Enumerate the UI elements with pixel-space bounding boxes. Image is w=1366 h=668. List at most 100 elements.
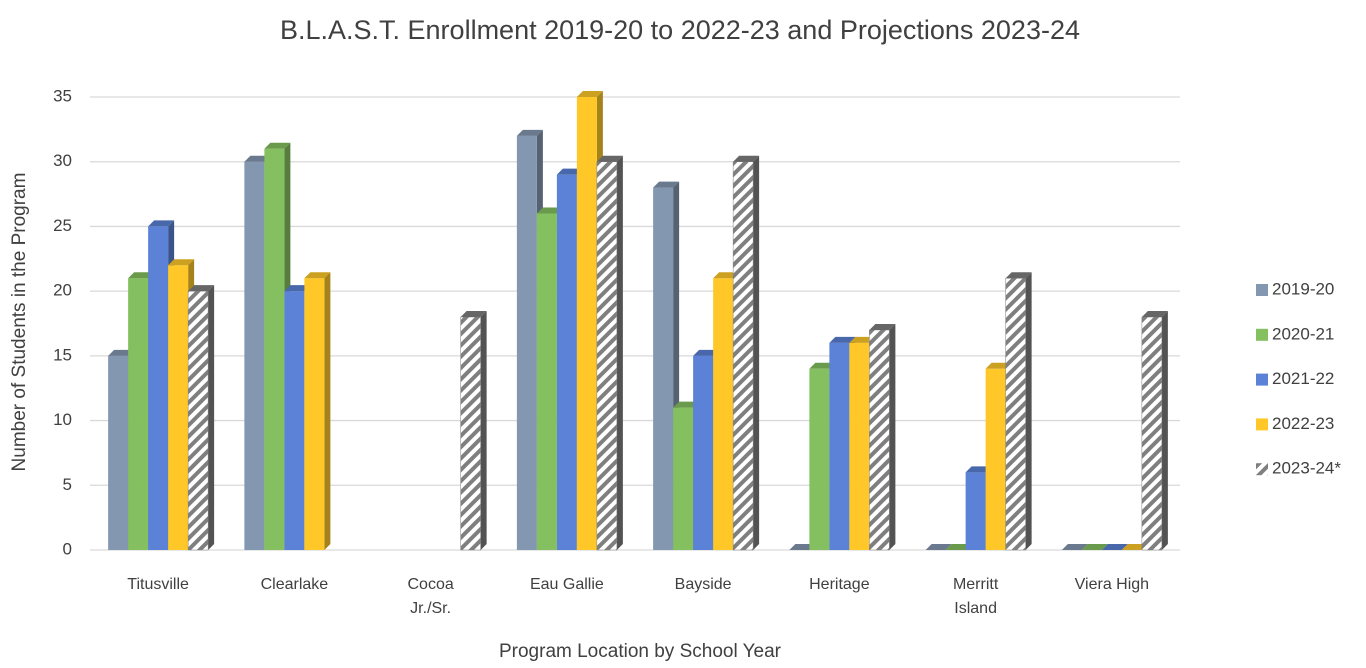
legend-swatch xyxy=(1256,463,1268,476)
bar-top xyxy=(829,336,856,343)
bar xyxy=(809,368,830,550)
x-tick-label: Clearlake xyxy=(260,576,329,593)
bar-top xyxy=(108,349,135,356)
bar-top xyxy=(304,272,331,279)
legend-label: 2022-23 xyxy=(1272,414,1334,433)
legend-swatch xyxy=(1256,328,1268,341)
bar xyxy=(556,174,577,550)
x-tick-label: Eau Gallie xyxy=(529,576,604,593)
bar-top xyxy=(809,362,836,369)
bar-top xyxy=(596,155,623,162)
bar-top xyxy=(789,544,816,550)
bar-top xyxy=(1061,544,1088,550)
legend-swatch xyxy=(1256,284,1268,296)
bar-top xyxy=(1081,544,1108,550)
legend-label: 2021-22 xyxy=(1272,369,1334,388)
bar-top xyxy=(1141,311,1168,318)
bar xyxy=(1005,277,1026,551)
bar xyxy=(1141,316,1163,551)
bar-top xyxy=(576,91,603,97)
bar xyxy=(985,368,1006,550)
legend-label: 2020-21 xyxy=(1272,324,1334,343)
bar xyxy=(965,472,986,550)
bar-top xyxy=(556,168,583,175)
bar-top xyxy=(653,181,680,188)
bar-top xyxy=(849,336,876,343)
y-tick-label: 5 xyxy=(63,475,72,494)
bar xyxy=(304,278,325,550)
bar-side xyxy=(480,311,487,550)
bar-top xyxy=(264,142,291,149)
bar-top xyxy=(188,285,215,292)
y-tick-label: 10 xyxy=(53,410,72,429)
legend-label: 2023-24* xyxy=(1272,459,1341,478)
x-tick-label: Bayside xyxy=(674,576,732,593)
bar xyxy=(653,187,674,550)
bar-top xyxy=(244,155,271,162)
bar-top xyxy=(536,207,563,214)
y-tick-label: 0 xyxy=(63,539,72,558)
bar-top xyxy=(673,401,700,408)
legend-swatch xyxy=(1256,373,1268,386)
bar xyxy=(187,290,209,551)
y-axis-title: Number of Students in the Program xyxy=(9,173,30,472)
bar xyxy=(168,265,189,550)
bar xyxy=(536,213,557,550)
bar xyxy=(148,226,169,550)
bar xyxy=(108,355,129,550)
x-axis-title: Program Location by School Year xyxy=(499,641,782,662)
bar xyxy=(673,407,694,550)
bar-top xyxy=(516,129,543,136)
x-tick-label: Titusville xyxy=(127,576,189,593)
bar-top xyxy=(733,155,760,162)
x-tick-label: Merritt Island xyxy=(952,576,999,617)
y-tick-label: 20 xyxy=(53,281,72,300)
bar xyxy=(264,148,285,550)
bar-top xyxy=(1121,544,1148,550)
bar xyxy=(576,97,597,550)
bar xyxy=(516,135,537,551)
bar xyxy=(849,342,870,550)
chart-title: B.L.A.S.T. Enrollment 2019-20 to 2022-23… xyxy=(280,15,1080,45)
bar xyxy=(732,161,754,551)
bar-top xyxy=(460,311,487,318)
bar-top xyxy=(148,220,175,227)
y-tick-label: 30 xyxy=(53,151,72,170)
bar xyxy=(284,291,305,550)
bar-top xyxy=(168,259,195,266)
bar xyxy=(713,278,734,550)
bar-side xyxy=(889,323,896,550)
bar-top xyxy=(1101,544,1128,550)
bar xyxy=(460,316,481,551)
bar xyxy=(244,161,265,550)
bar-top xyxy=(713,272,740,279)
bar-top xyxy=(128,272,155,279)
bar-top xyxy=(985,362,1012,369)
y-tick-label: 15 xyxy=(53,345,72,364)
x-tick-label: Cocoa Jr./Sr. xyxy=(407,576,454,617)
y-tick-label: 25 xyxy=(53,216,72,235)
bar xyxy=(693,355,714,550)
legend-label: 2019-20 xyxy=(1272,279,1334,298)
bar-side xyxy=(324,272,331,550)
bar xyxy=(596,161,618,551)
bar xyxy=(128,278,149,550)
bar-top xyxy=(945,544,972,550)
bar-top xyxy=(284,285,311,292)
bar-top xyxy=(869,323,896,330)
bar-side xyxy=(1025,272,1032,550)
y-tick-label: 35 xyxy=(53,86,72,105)
bar-side xyxy=(753,155,760,550)
bar-side xyxy=(616,155,623,550)
bar xyxy=(869,329,890,551)
bar-side xyxy=(1161,311,1168,550)
bar xyxy=(829,342,850,550)
x-tick-label: Viera High xyxy=(1074,576,1150,593)
legend-swatch xyxy=(1256,418,1268,431)
x-tick-label: Heritage xyxy=(809,576,870,593)
bar-side xyxy=(208,285,215,550)
bar-top xyxy=(693,349,720,356)
bar-top xyxy=(1005,272,1032,279)
bar-top xyxy=(965,466,992,473)
